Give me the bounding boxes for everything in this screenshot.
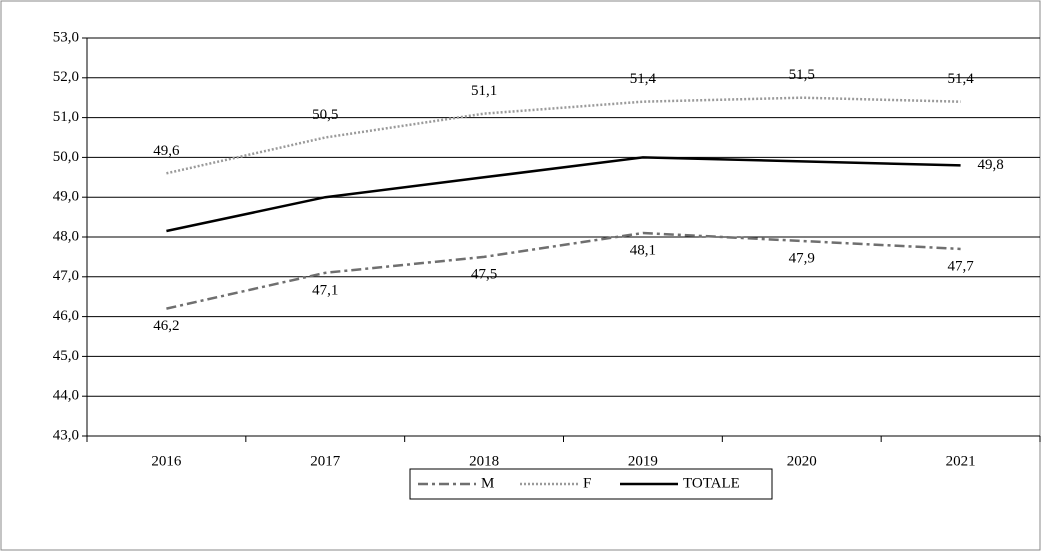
data-label: 50,5	[312, 107, 338, 123]
data-label: 49,6	[153, 143, 180, 159]
y-tick-label: 49,0	[53, 189, 79, 205]
y-tick-label: 53,0	[53, 29, 79, 45]
y-tick-label: 46,0	[53, 308, 79, 324]
legend-label: TOTALE	[683, 475, 740, 491]
data-label: 51,4	[947, 71, 974, 87]
y-tick-label: 43,0	[53, 427, 79, 443]
data-label: 51,1	[471, 83, 497, 99]
legend-label: F	[583, 475, 591, 491]
x-tick-label: 2020	[787, 453, 817, 469]
y-tick-label: 44,0	[53, 388, 79, 404]
x-tick-label: 2017	[310, 453, 341, 469]
series-line	[166, 231, 961, 310]
y-tick-label: 52,0	[53, 69, 79, 85]
y-tick-label: 48,0	[53, 228, 79, 244]
x-tick-label: 2019	[628, 453, 658, 469]
y-tick-label: 50,0	[53, 149, 79, 165]
series-line	[166, 156, 961, 233]
series-line	[166, 96, 961, 175]
legend-label: M	[481, 475, 494, 491]
data-label: 47,1	[312, 282, 338, 298]
data-label: 47,7	[947, 258, 974, 274]
y-tick-label: 51,0	[53, 109, 79, 125]
x-tick-label: 2016	[151, 453, 182, 469]
data-label: 47,9	[789, 250, 815, 266]
data-label: 47,5	[471, 266, 497, 282]
data-label: 51,4	[630, 71, 657, 87]
data-label: 48,1	[630, 242, 656, 258]
y-tick-label: 45,0	[53, 348, 79, 364]
data-label: 49,8	[977, 157, 1003, 173]
x-tick-label: 2021	[946, 453, 976, 469]
legend-box	[409, 468, 773, 500]
data-label: 46,2	[153, 318, 179, 334]
data-label: 51,5	[789, 67, 815, 83]
y-tick-label: 47,0	[53, 268, 79, 284]
x-tick-label: 2018	[469, 453, 499, 469]
